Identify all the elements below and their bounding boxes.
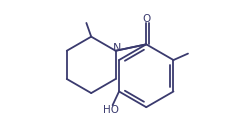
Text: N: N <box>113 43 122 53</box>
Text: O: O <box>142 14 150 24</box>
Text: HO: HO <box>103 105 119 115</box>
